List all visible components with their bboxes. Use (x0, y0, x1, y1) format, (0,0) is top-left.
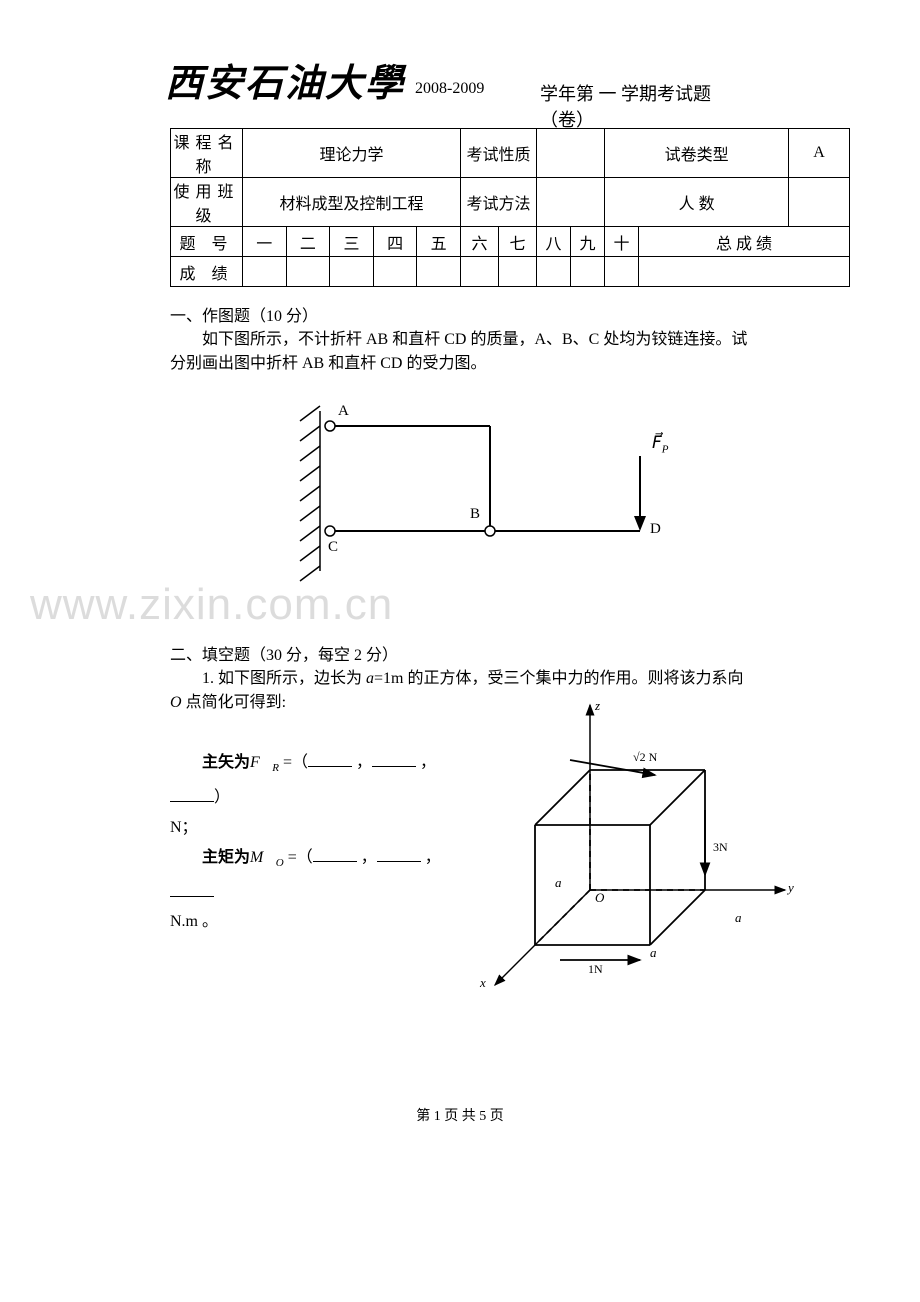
header: 西安石油大學 2008-2009 学年第 一 学期考试题（卷） (170, 60, 750, 120)
school-name: 西安石油大學 (165, 52, 405, 107)
label-score: 成 绩 (171, 257, 243, 287)
unit-N: N； (170, 816, 470, 840)
axis-z: z (595, 698, 600, 714)
q1-title: 一、作图题（10 分） (170, 302, 750, 326)
col-8: 八 (537, 227, 571, 257)
label-exam-nature: 考试性质 (461, 129, 537, 178)
col-4: 四 (373, 227, 417, 257)
force-top: √2 N (633, 750, 657, 765)
q2-figure: z y x O √2 N 3N 1N a a a (440, 700, 810, 1000)
unit-Nm: N.m 。 (170, 910, 470, 934)
col-2: 二 (286, 227, 330, 257)
col-1: 一 (243, 227, 287, 257)
q1-body: 如下图所示，不计折杆 AB 和直杆 CD 的质量，A、B、C 处均为铰链连接。试… (170, 328, 750, 376)
dim-a3: a (650, 945, 657, 961)
origin-O: O (595, 890, 604, 906)
force-right: 3N (713, 840, 728, 855)
q2-answer-block: 主矢为F⃗R =（ ， ，） N； 主矩为M⃗O =（ ， ， N.m 。 (170, 715, 470, 934)
q2-title: 二、填空题（30 分，每空 2 分） (170, 641, 750, 665)
label-course: 课程名称 (171, 129, 243, 178)
label-qnum: 题 号 (171, 227, 243, 257)
label-Fp: F⃗P (652, 433, 669, 455)
label-class: 使用班级 (171, 178, 243, 227)
col-3: 三 (330, 227, 374, 257)
col-total: 总 成 绩 (639, 227, 850, 257)
val-paper-type: A (789, 129, 850, 178)
label-paper-type: 试卷类型 (605, 129, 789, 178)
watermark: www.zixin.com.cn (30, 580, 393, 630)
col-5: 五 (417, 227, 461, 257)
col-7: 七 (499, 227, 537, 257)
dim-a2: a (735, 910, 742, 926)
label-method: 考试方法 (461, 178, 537, 227)
val-course: 理论力学 (243, 129, 461, 178)
col-9: 九 (571, 227, 605, 257)
val-class: 材料成型及控制工程 (243, 178, 461, 227)
label-count: 人 数 (605, 178, 789, 227)
info-table: 课程名称 理论力学 考试性质 试卷类型 A 使用班级 材料成型及控制工程 考试方… (170, 128, 850, 287)
label-C: C (328, 539, 338, 556)
val-count (789, 178, 850, 227)
label-B: B (470, 506, 480, 523)
val-exam-nature (537, 129, 605, 178)
col-6: 六 (461, 227, 499, 257)
semester-label: 学年第 一 学期考试题（卷） (540, 80, 750, 132)
label-A: A (338, 403, 349, 420)
axis-y: y (788, 880, 794, 896)
axis-x: x (480, 975, 486, 991)
page-number: 第 1 页 共 5 页 (170, 1105, 750, 1125)
label-D: D (650, 521, 661, 538)
val-method (537, 178, 605, 227)
dim-a1: a (555, 875, 562, 891)
col-10: 十 (605, 227, 639, 257)
academic-year: 2008-2009 (415, 80, 484, 98)
force-bottom: 1N (588, 962, 603, 977)
